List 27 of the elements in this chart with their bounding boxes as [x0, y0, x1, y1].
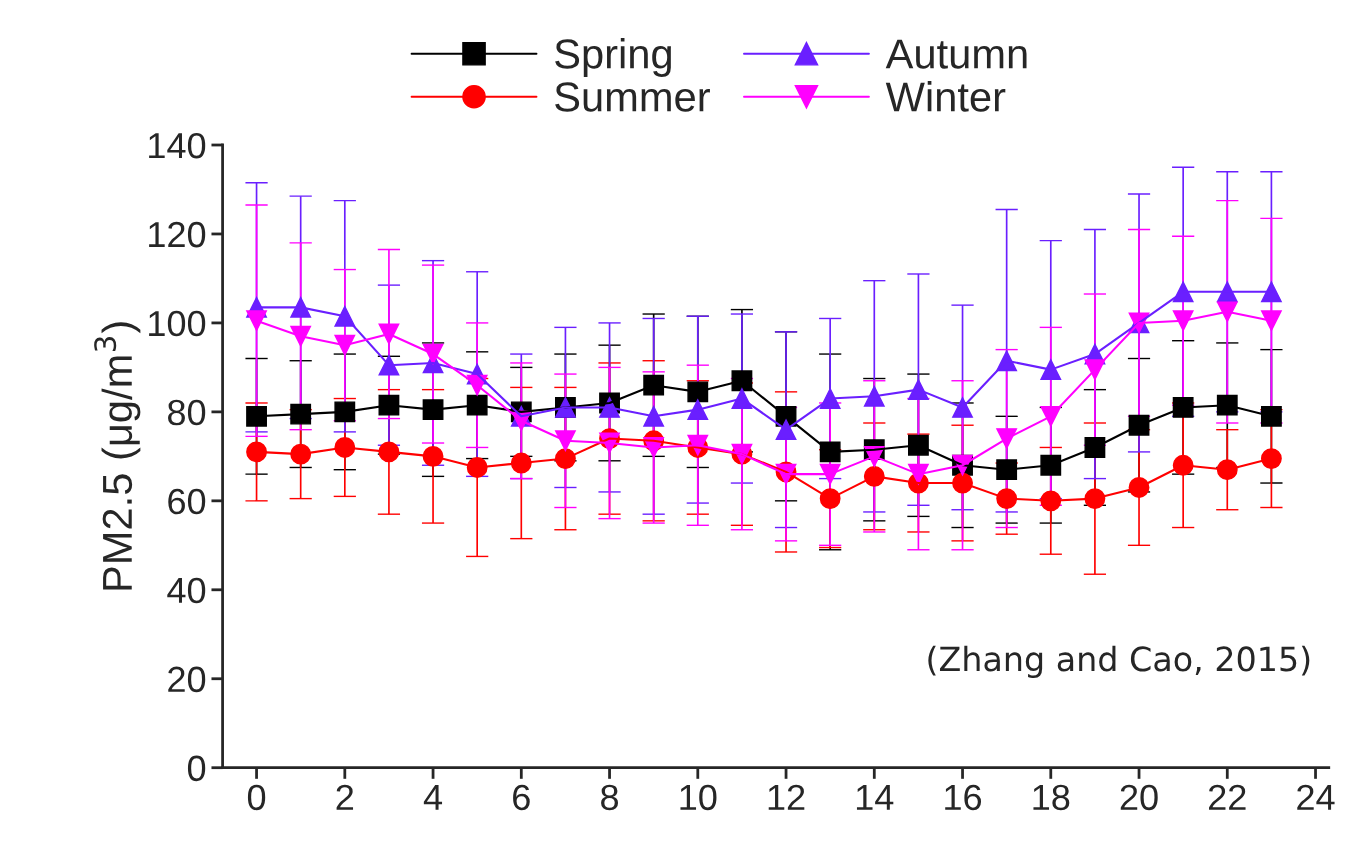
x-tick-label: 16: [945, 784, 982, 811]
y-tick-label: 20: [168, 666, 206, 693]
y-tick-label: 80: [168, 399, 206, 426]
x-tick-label: 20: [1120, 784, 1158, 811]
y-axis-title: PM2.5 (μg/m$^{3}$): [94, 322, 141, 590]
x-tick-label: 8: [601, 784, 619, 811]
legend-label: Autumn: [885, 39, 1027, 69]
x-tick-label: 6: [513, 784, 530, 811]
legend-label: Summer: [555, 82, 710, 112]
y-tick-label: 0: [187, 755, 206, 782]
x-tick-label: 10: [680, 784, 717, 811]
legend-label: Winter: [885, 81, 1006, 112]
legend-label: Spring: [555, 38, 671, 77]
x-tick-label: 0: [247, 784, 266, 811]
y-tick-label: 120: [149, 221, 206, 248]
y-tick-label: 60: [168, 488, 206, 515]
x-tick-label: 18: [1033, 784, 1070, 811]
x-tick-label: 14: [856, 785, 894, 810]
x-tick-label: 24: [1297, 784, 1335, 810]
x-tick-label: 22: [1209, 784, 1246, 810]
y-tick-label: 100: [149, 310, 206, 337]
y-tick-label: 40: [167, 577, 206, 604]
annotation: (Zhang and Cao, 2015): [928, 645, 1310, 678]
x-tick-label: 12: [768, 784, 805, 810]
x-tick-label: 4: [423, 785, 443, 810]
x-tick-label: 2: [336, 784, 354, 810]
y-tick-label: 140: [149, 132, 206, 159]
